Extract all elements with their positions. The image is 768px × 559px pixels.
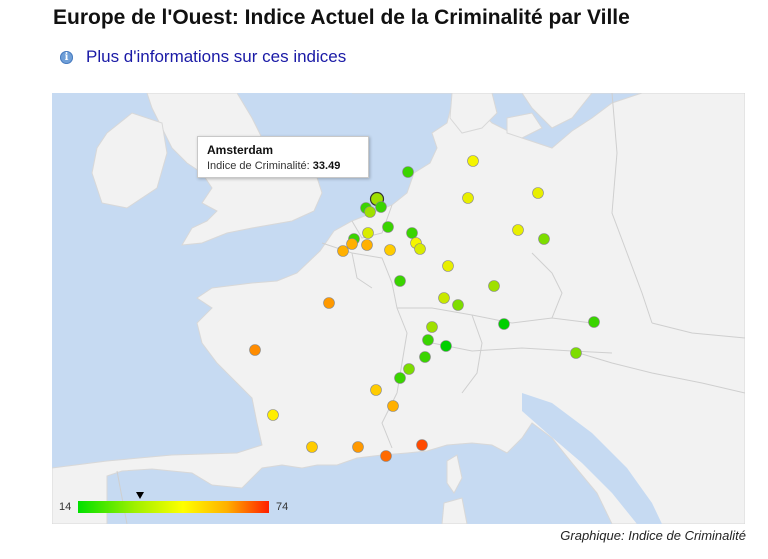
adriatic-sea [522,393,662,524]
city-marker[interactable] [382,221,394,233]
city-marker[interactable] [442,260,454,272]
crime-index-map[interactable] [52,93,745,524]
city-marker[interactable] [375,201,387,213]
city-marker[interactable] [394,372,406,384]
city-markers [249,155,600,462]
city-marker[interactable] [387,400,399,412]
info-link[interactable]: Plus d'informations sur ces indices [86,47,347,66]
city-marker[interactable] [438,292,450,304]
city-marker[interactable] [361,239,373,251]
city-marker[interactable] [452,299,464,311]
city-tooltip: Amsterdam Indice de Criminalité: 33.49 [197,136,369,178]
city-marker[interactable] [416,439,428,451]
map-svg [52,93,745,524]
city-marker[interactable] [538,233,550,245]
city-marker[interactable] [422,334,434,346]
city-marker[interactable] [352,441,364,453]
city-marker[interactable] [467,155,479,167]
city-marker[interactable] [394,275,406,287]
city-marker[interactable] [402,166,414,178]
city-marker[interactable] [384,244,396,256]
sweden-land [521,93,593,129]
city-marker[interactable] [426,321,438,333]
city-marker[interactable] [362,227,374,239]
sardinia-land [441,497,468,524]
info-circle-icon: i [60,50,73,64]
city-marker[interactable] [588,316,600,328]
page-title: Europe de l'Ouest: Indice Actuel de la C… [53,6,630,29]
tooltip-city: Amsterdam [207,143,274,157]
city-marker[interactable] [462,192,474,204]
city-marker[interactable] [403,363,415,375]
chart-caption: Graphique: Indice de Criminalité [560,528,746,543]
city-marker[interactable] [406,227,418,239]
city-marker[interactable] [414,243,426,255]
ireland-land [91,112,168,209]
corsica-land [446,454,463,494]
tooltip-line: Indice de Criminalité: 33.49 [207,160,368,172]
info-row: i Plus d'informations sur ces indices [60,47,346,67]
city-marker[interactable] [370,384,382,396]
city-marker[interactable] [306,441,318,453]
legend-max: 74 [276,501,289,513]
tooltip-value: 33.49 [312,160,341,172]
legend-gradient-bar [78,501,269,513]
city-marker[interactable] [512,224,524,236]
city-marker[interactable] [419,351,431,363]
city-marker[interactable] [570,347,582,359]
denmark-land [449,93,498,134]
city-marker[interactable] [532,187,544,199]
tooltip-label: Indice de Criminalité: [207,160,310,172]
city-marker[interactable] [337,245,349,257]
city-marker[interactable] [364,206,376,218]
city-marker[interactable] [323,297,335,309]
city-marker[interactable] [249,344,261,356]
city-marker[interactable] [380,450,392,462]
city-marker[interactable] [267,409,279,421]
city-marker[interactable] [498,318,510,330]
legend-min: 14 [59,501,72,513]
legend-marker-icon [136,492,145,499]
city-marker[interactable] [440,340,452,352]
city-marker[interactable] [346,238,358,250]
city-marker[interactable] [488,280,500,292]
zealand-land [506,112,543,139]
